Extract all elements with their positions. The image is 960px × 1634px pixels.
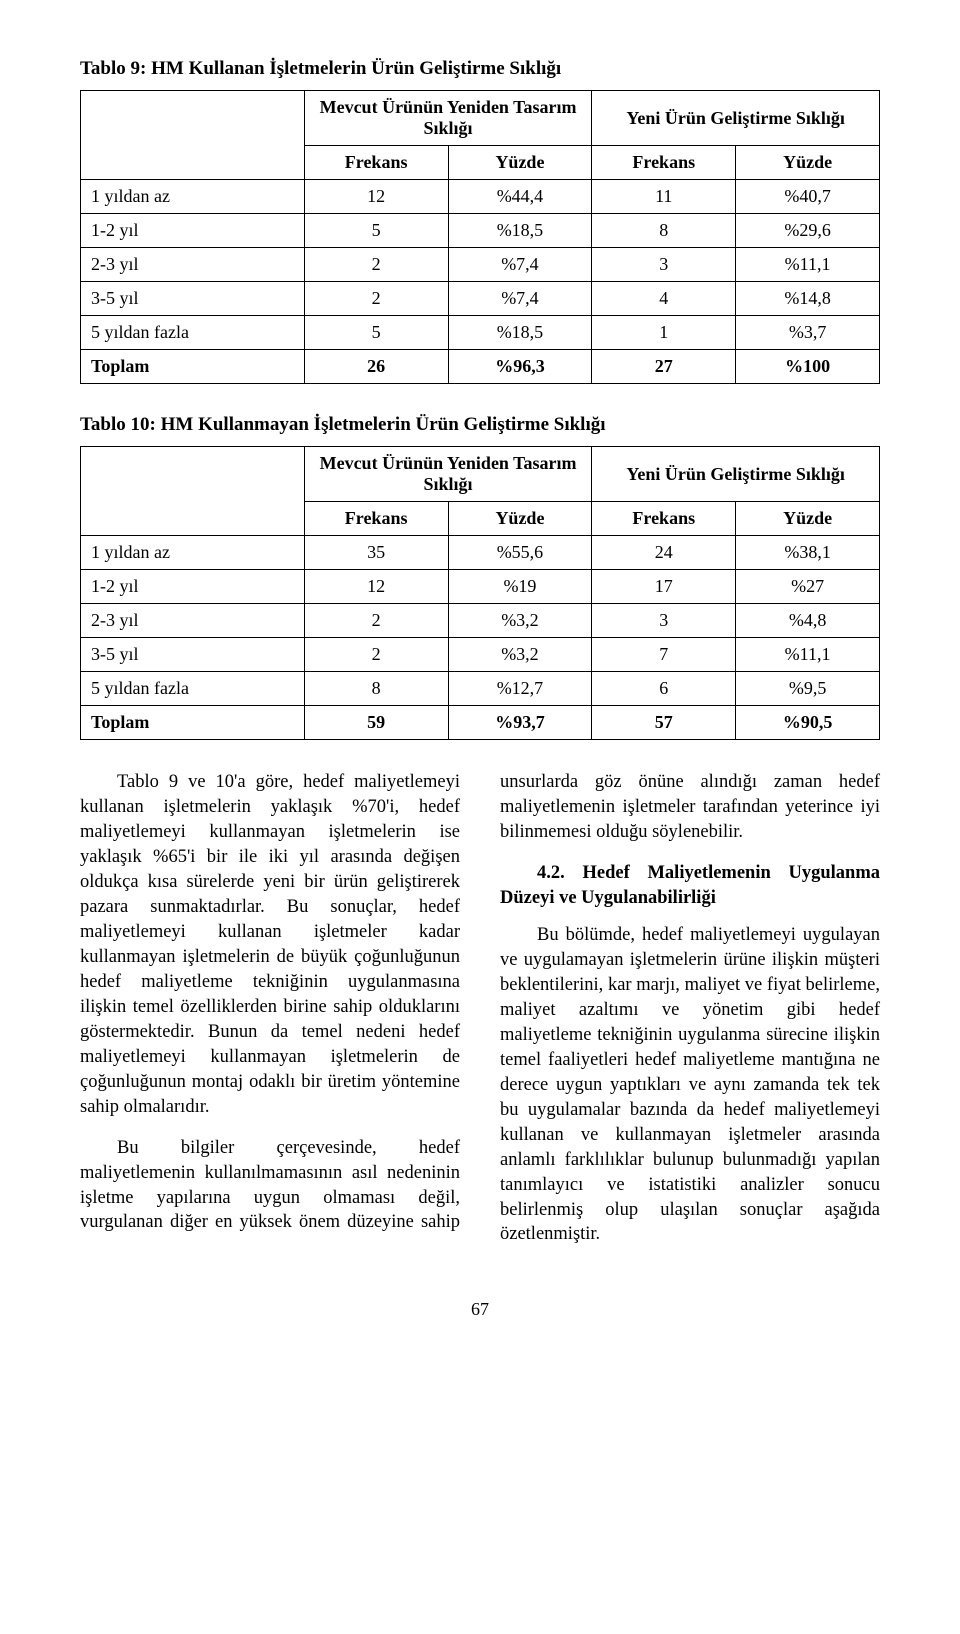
table9-group1: Mevcut Ürünün Yeniden Tasarım Sıklığı [304, 91, 592, 146]
table9-sub2: Yüzde [448, 146, 592, 180]
table9-row: 1-2 yıl5%18,58%29,6 [81, 214, 880, 248]
table10-cell-d: %4,8 [736, 604, 880, 638]
table10: Mevcut Ürünün Yeniden Tasarım Sıklığı Ye… [80, 446, 880, 740]
table9-cell-c: 8 [592, 214, 736, 248]
table9: Mevcut Ürünün Yeniden Tasarım Sıklığı Ye… [80, 90, 880, 384]
page-number: 67 [80, 1299, 880, 1320]
table9-cell-b: %18,5 [448, 214, 592, 248]
table10-row-label: 2-3 yıl [81, 604, 305, 638]
table10-total-row: Toplam 59 %93,7 57 %90,5 [81, 706, 880, 740]
table9-group2: Yeni Ürün Geliştirme Sıklığı [592, 91, 880, 146]
table9-cell-c: 3 [592, 248, 736, 282]
table9-cell-c: 1 [592, 316, 736, 350]
table10-total-c: 57 [592, 706, 736, 740]
table9-cell-b: %7,4 [448, 282, 592, 316]
table10-row: 1-2 yıl12%1917%27 [81, 570, 880, 604]
table9-cell-c: 4 [592, 282, 736, 316]
table9-row-label: 5 yıldan fazla [81, 316, 305, 350]
table10-cell-c: 7 [592, 638, 736, 672]
body-p3: Bu bölümde, hedef maliyetlemeyi uygulaya… [500, 923, 880, 1248]
table9-corner [81, 91, 305, 180]
table9-cell-d: %29,6 [736, 214, 880, 248]
table10-sub1: Frekans [304, 502, 448, 536]
table9-cell-b: %7,4 [448, 248, 592, 282]
table10-row-label: 5 yıldan fazla [81, 672, 305, 706]
table10-sub2: Yüzde [448, 502, 592, 536]
table10-cell-a: 8 [304, 672, 448, 706]
table9-cell-d: %40,7 [736, 180, 880, 214]
table10-row-label: 1 yıldan az [81, 536, 305, 570]
body-columns: Tablo 9 ve 10'a göre, hedef maliyetlemey… [80, 770, 880, 1249]
table9-row-label: 1-2 yıl [81, 214, 305, 248]
table10-row: 2-3 yıl2%3,23%4,8 [81, 604, 880, 638]
table9-row-label: 1 yıldan az [81, 180, 305, 214]
table9-sub4: Yüzde [736, 146, 880, 180]
table10-cell-a: 2 [304, 638, 448, 672]
table9-cell-d: %3,7 [736, 316, 880, 350]
table10-cell-b: %12,7 [448, 672, 592, 706]
table9-sub1: Frekans [304, 146, 448, 180]
table10-corner [81, 447, 305, 536]
table10-cell-a: 35 [304, 536, 448, 570]
table9-row: 1 yıldan az12%44,411%40,7 [81, 180, 880, 214]
table9-cell-b: %44,4 [448, 180, 592, 214]
page: Tablo 9: HM Kullanan İşletmelerin Ürün G… [0, 0, 960, 1380]
table10-cell-a: 12 [304, 570, 448, 604]
table10-title: Tablo 10: HM Kullanmayan İşletmelerin Ür… [80, 414, 880, 436]
table10-row-label: 1-2 yıl [81, 570, 305, 604]
table10-cell-b: %19 [448, 570, 592, 604]
table10-cell-b: %55,6 [448, 536, 592, 570]
body-p1: Tablo 9 ve 10'a göre, hedef maliyetlemey… [80, 770, 460, 1120]
table10-cell-d: %9,5 [736, 672, 880, 706]
table9-total-a: 26 [304, 350, 448, 384]
table9-cell-d: %14,8 [736, 282, 880, 316]
table10-total-a: 59 [304, 706, 448, 740]
table9-cell-a: 5 [304, 316, 448, 350]
table10-row: 5 yıldan fazla8%12,76%9,5 [81, 672, 880, 706]
table10-cell-d: %11,1 [736, 638, 880, 672]
body-h42: 4.2. Hedef Maliyetlemenin Uygulanma Düze… [500, 861, 880, 911]
table9-cell-d: %11,1 [736, 248, 880, 282]
table10-cell-b: %3,2 [448, 638, 592, 672]
table9-row-label: 3-5 yıl [81, 282, 305, 316]
table9-sub3: Frekans [592, 146, 736, 180]
table9-total-row: Toplam 26 %96,3 27 %100 [81, 350, 880, 384]
table10-total-b: %93,7 [448, 706, 592, 740]
table10-cell-d: %27 [736, 570, 880, 604]
table10-group1: Mevcut Ürünün Yeniden Tasarım Sıklığı [304, 447, 592, 502]
table10-row: 3-5 yıl2%3,27%11,1 [81, 638, 880, 672]
table10-cell-c: 17 [592, 570, 736, 604]
table10-sub4: Yüzde [736, 502, 880, 536]
table10-group2: Yeni Ürün Geliştirme Sıklığı [592, 447, 880, 502]
table10-sub3: Frekans [592, 502, 736, 536]
table10-cell-a: 2 [304, 604, 448, 638]
table9-row: 3-5 yıl2%7,44%14,8 [81, 282, 880, 316]
table9-cell-a: 2 [304, 282, 448, 316]
table9-total-c: 27 [592, 350, 736, 384]
table9-cell-a: 12 [304, 180, 448, 214]
table10-cell-b: %3,2 [448, 604, 592, 638]
table10-cell-c: 3 [592, 604, 736, 638]
table9-total-label: Toplam [81, 350, 305, 384]
table9-cell-c: 11 [592, 180, 736, 214]
table9-row-label: 2-3 yıl [81, 248, 305, 282]
table9-cell-b: %18,5 [448, 316, 592, 350]
table9-title: Tablo 9: HM Kullanan İşletmelerin Ürün G… [80, 58, 880, 80]
table10-row-label: 3-5 yıl [81, 638, 305, 672]
table9-row: 5 yıldan fazla5%18,51%3,7 [81, 316, 880, 350]
table10-cell-d: %38,1 [736, 536, 880, 570]
table10-cell-c: 24 [592, 536, 736, 570]
table10-row: 1 yıldan az35%55,624%38,1 [81, 536, 880, 570]
table9-total-d: %100 [736, 350, 880, 384]
table10-total-label: Toplam [81, 706, 305, 740]
table10-total-d: %90,5 [736, 706, 880, 740]
table9-cell-a: 2 [304, 248, 448, 282]
table9-total-b: %96,3 [448, 350, 592, 384]
table9-cell-a: 5 [304, 214, 448, 248]
table10-cell-c: 6 [592, 672, 736, 706]
table9-row: 2-3 yıl2%7,43%11,1 [81, 248, 880, 282]
